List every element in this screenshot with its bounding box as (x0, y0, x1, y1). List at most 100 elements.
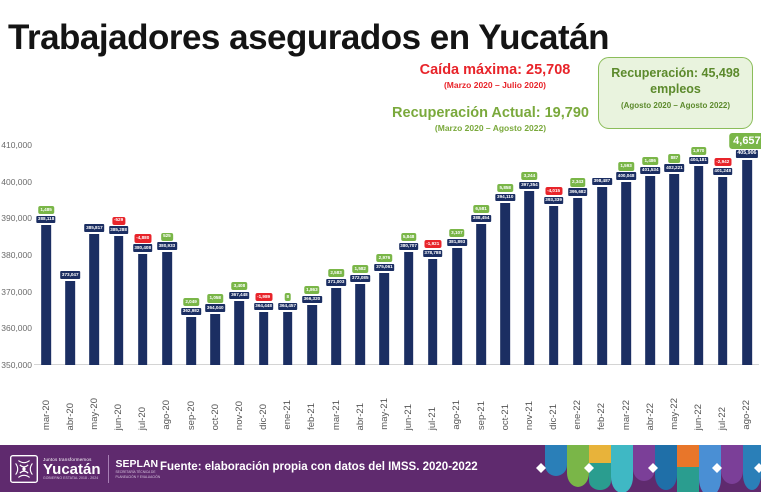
x-axis-tick-label: abr-22 (644, 402, 656, 430)
x-axis-tick-label: ago-20 (161, 400, 173, 430)
bar[interactable] (717, 177, 728, 365)
brand-top-text: Juntos transformemos (43, 456, 92, 462)
bar[interactable] (548, 206, 559, 365)
y-axis: 410,000 400,000 390,000 380,000 370,000 360,0… (0, 140, 34, 370)
bar[interactable] (137, 253, 148, 365)
bar[interactable] (597, 187, 607, 365)
bar[interactable] (379, 273, 390, 365)
bar-column[interactable]: 371,003 2,583 (324, 145, 348, 365)
bar-column[interactable]: 405,906 4,657 (729, 133, 761, 365)
bar[interactable] (41, 225, 51, 365)
bar[interactable] (693, 166, 704, 365)
y-axis-tick: 380,000 (1, 250, 32, 260)
bar-column[interactable]: 388,454 6,581 (469, 145, 493, 365)
bar-column[interactable]: 375,061 2,976 (372, 145, 396, 365)
callout-box-main: Recuperación: 45,498 empleos (611, 66, 740, 96)
y-axis-tick: 350,000 (1, 360, 32, 370)
bar-column[interactable]: 372,085 1,582 (348, 145, 372, 365)
bar-delta-label: -4,015 (545, 187, 563, 196)
bar[interactable] (186, 317, 196, 365)
bar-column[interactable]: 388,118 1,485 (34, 145, 58, 365)
bar[interactable] (524, 191, 535, 365)
callout-recuperacion-actual: Recuperación Actual: 19,790 (Marzo 2020 … (378, 105, 603, 133)
bar-column[interactable]: 401,248 -2,942 (711, 145, 735, 365)
bar-delta-label: 3,244 (521, 172, 538, 181)
bar-delta-label: -4,880 (134, 234, 152, 243)
x-axis-tick-label: mar-22 (620, 399, 632, 430)
bar[interactable] (742, 160, 752, 365)
bar-column[interactable]: 380,707 5,848 (397, 145, 421, 365)
bar[interactable] (427, 259, 438, 365)
bar-value-label: 380,707 (397, 241, 420, 252)
x-axis-tick: abr-20 (58, 403, 82, 435)
bar[interactable] (403, 252, 414, 365)
bar[interactable] (645, 176, 656, 365)
x-axis-tick-label: may-22 (668, 398, 680, 430)
bar-value-label: 397,354 (518, 180, 541, 191)
bar-column[interactable]: 364,457 8 (276, 145, 300, 365)
bar[interactable] (282, 312, 293, 365)
bar-column[interactable]: 385,288 -529 (107, 145, 131, 365)
bar-column[interactable]: 381,893 3,107 (445, 145, 469, 365)
bar-column[interactable]: 380,408 -4,880 (131, 145, 155, 365)
bar[interactable] (621, 181, 631, 365)
bar[interactable] (476, 224, 486, 365)
bar-column[interactable]: 404,181 1,970 (687, 145, 711, 365)
bar[interactable] (210, 313, 221, 365)
x-axis-tick-label: abr-20 (64, 402, 76, 430)
bar-column[interactable]: 400,048 1,593 (614, 145, 638, 365)
bar[interactable] (65, 280, 76, 365)
brand-bottom-text: GOBIERNO ESTATAL 2018 - 2024 (43, 476, 99, 481)
bar[interactable] (452, 248, 462, 365)
x-axis-tick: ago-20 (155, 400, 179, 435)
bar-column[interactable]: 362,982 2,049 (179, 145, 203, 365)
bar[interactable] (162, 251, 172, 365)
bar[interactable] (307, 305, 317, 365)
y-axis-tick: 370,000 (1, 286, 32, 297)
bar-column[interactable]: 402,221 887 (662, 145, 686, 365)
x-axis-tick-label: jul-22 (717, 406, 729, 430)
yucatan-logo-icon (10, 455, 38, 483)
plot-area: 388,118 1,485 373,047 385,817 385,288 -529 380… (34, 133, 761, 365)
x-axis-tick: jul-22 (711, 407, 735, 435)
bar-column[interactable]: 364,448 -1,989 (252, 145, 276, 365)
bar[interactable] (89, 233, 100, 365)
bar-column[interactable]: 398,487 (590, 145, 614, 365)
bar[interactable] (669, 173, 680, 365)
y-axis-tick: 400,000 (1, 176, 32, 187)
seplan-sub1: SECRETARÍA TÉCNICA DE (115, 470, 156, 475)
bar-column[interactable]: 394,110 5,858 (493, 145, 517, 365)
bar[interactable] (234, 301, 245, 365)
bar[interactable] (113, 235, 124, 365)
bar-column[interactable]: 378,788 -1,921 (421, 145, 445, 365)
bar[interactable] (355, 284, 366, 365)
bar-column[interactable]: 373,047 (58, 145, 82, 365)
bar-column[interactable]: 393,339 -4,015 (542, 145, 566, 365)
y-axis-tick: 410,000 (1, 140, 32, 150)
x-axis-tick: jun-22 (687, 404, 711, 435)
bar[interactable] (331, 288, 341, 365)
x-axis-tick-label: ene-22 (572, 400, 584, 430)
x-axis-tick-label: nov-21 (523, 400, 535, 430)
bar-column[interactable]: 395,682 2,343 (566, 145, 590, 365)
bar[interactable] (572, 197, 583, 365)
bar-column[interactable]: 366,320 1,863 (300, 145, 324, 365)
bar-column[interactable]: 367,448 3,408 (227, 145, 251, 365)
bar[interactable] (258, 312, 269, 365)
bar-value-label: 364,457 (276, 301, 299, 311)
bar-column[interactable]: 401,534 1,486 (638, 145, 662, 365)
callout-caida-main: Caída máxima: 25,708 (419, 62, 571, 78)
bar-column[interactable]: 364,040 1,058 (203, 145, 227, 365)
bar-delta-label: 1,485 (38, 206, 54, 215)
bar-column[interactable]: 385,817 (82, 145, 106, 365)
x-axis-tick: sep-21 (469, 401, 493, 435)
bar-chart: 410,000 400,000 390,000 380,000 370,000 360,0… (0, 133, 761, 435)
footer-bar: Juntos transformemos Yucatán GOBIERNO ES… (0, 445, 761, 492)
bar[interactable] (500, 203, 511, 365)
bar-delta-label: 5,858 (497, 184, 513, 193)
x-axis-tick: may-22 (662, 398, 686, 435)
x-axis-tick: ene-22 (566, 400, 590, 435)
bar-column[interactable]: 397,354 3,244 (517, 145, 541, 365)
bar-delta-label: 1,863 (304, 286, 320, 295)
bar-column[interactable]: 380,933 525 (155, 145, 179, 365)
